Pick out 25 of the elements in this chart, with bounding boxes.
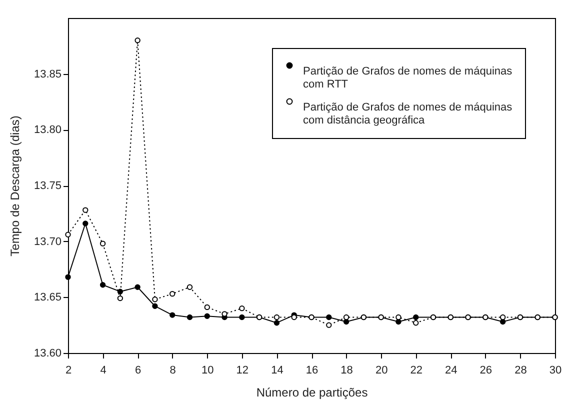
x-tick-label: 6 — [135, 364, 142, 376]
legend-label: Partição de Grafos de nomes de máquinas com distância geográfica — [303, 102, 513, 126]
x-tick-label: 14 — [271, 364, 284, 376]
x-tick-label: 22 — [410, 364, 422, 376]
x-tick-label: 18 — [340, 364, 353, 376]
x-tick-label: 28 — [514, 364, 527, 376]
y-tick-label: 13.75 — [34, 180, 62, 192]
y-axis-title: Tempo de Descarga (dias) — [8, 116, 22, 256]
y-tick-label: 13.60 — [34, 348, 62, 360]
x-tick-label: 26 — [480, 364, 492, 376]
y-tick-label: 13.80 — [34, 124, 62, 136]
x-tick-label: 10 — [202, 364, 214, 376]
y-tick-label: 13.70 — [34, 236, 62, 248]
legend-label: Partição de Grafos de nomes de máquinas com RTT — [303, 66, 513, 90]
x-tick-label: 20 — [375, 364, 388, 376]
x-axis-title: Número de partições — [256, 386, 368, 400]
y-tick-label: 13.65 — [34, 292, 62, 304]
x-tick-label: 16 — [306, 364, 318, 376]
x-tick-label: 24 — [445, 364, 458, 376]
y-tick-label: 13.85 — [34, 68, 62, 80]
x-tick-label: 4 — [100, 364, 106, 376]
x-tick-label: 12 — [236, 364, 249, 376]
x-tick-label: 2 — [65, 364, 72, 376]
x-tick-label: 8 — [170, 364, 176, 376]
x-tick-label: 30 — [549, 364, 562, 376]
